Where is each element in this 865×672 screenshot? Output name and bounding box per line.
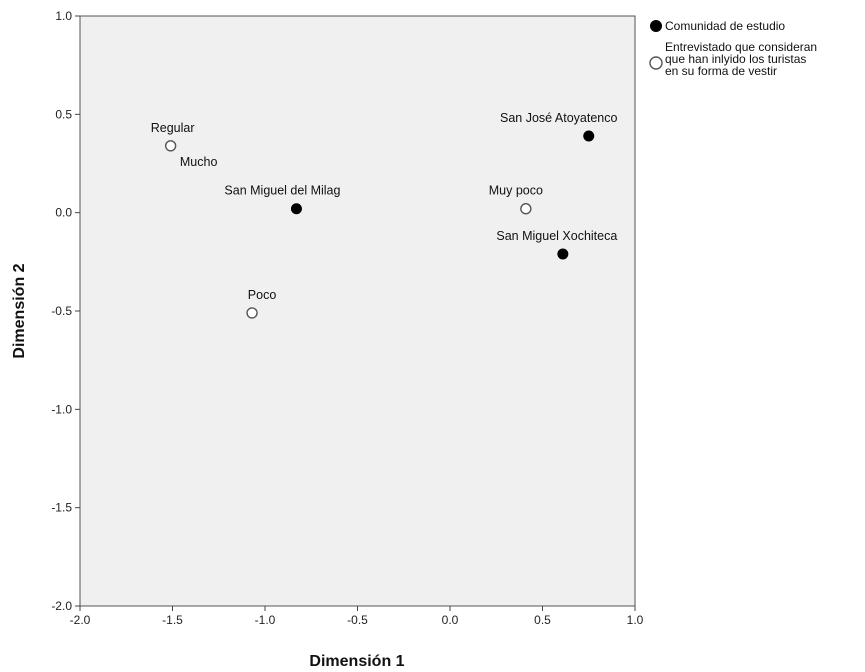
respondent-point	[246, 307, 258, 319]
y-axis: 1.0 0.5 0.0 -0.5 -1.0 -1.5 -2.0	[51, 9, 80, 613]
y-tick-label: 1.0	[55, 9, 72, 23]
x-tick-label: 0.0	[442, 613, 459, 627]
point-label: Poco	[248, 288, 277, 302]
legend-marker-filled	[650, 20, 662, 32]
legend-marker-open	[649, 56, 663, 70]
point-labels: San José Atoyatenco San Miguel del Milag S…	[151, 111, 618, 302]
legend-label-line: en su forma de vestir	[665, 64, 777, 78]
legend-label: Comunidad de estudio	[665, 19, 785, 33]
y-tick-label: 0.5	[55, 107, 72, 121]
y-tick-label: -1.5	[51, 501, 72, 515]
y-tick-label: -0.5	[51, 304, 72, 318]
x-tick-label: -1.5	[162, 613, 183, 627]
legend-label-line: Entrevistado que consideran	[665, 40, 817, 54]
point-label: San Miguel Xochiteca	[496, 229, 617, 243]
point-label: San José Atoyatenco	[500, 111, 617, 125]
x-tick-label: 0.5	[534, 613, 551, 627]
data-points	[164, 130, 595, 319]
community-point	[290, 203, 302, 215]
x-tick-label: 1.0	[627, 613, 644, 627]
x-axis-title: Dimensión 1	[309, 653, 404, 670]
legend-label-line: que han inlyido los turistas	[665, 52, 806, 66]
plot-area	[79, 15, 636, 607]
respondent-point	[520, 203, 532, 215]
community-point	[557, 248, 569, 260]
y-tick-label: -1.0	[51, 402, 72, 416]
community-point	[583, 130, 595, 142]
x-tick-label: -0.5	[347, 613, 368, 627]
y-tick-label: 0.0	[55, 206, 72, 220]
x-tick-label: -1.0	[255, 613, 276, 627]
y-tick-label: -2.0	[51, 599, 72, 613]
x-axis: -2.0 -1.5 -1.0 -0.5 0.0 0.5 1.0	[70, 606, 644, 627]
point-label: San Miguel del Milag	[224, 184, 340, 198]
y-axis-title: Dimensión 2	[11, 263, 28, 358]
point-label: Regular	[151, 121, 195, 135]
x-tick-label: -2.0	[70, 613, 91, 627]
point-label: Mucho	[180, 155, 218, 169]
respondent-point	[164, 140, 177, 152]
point-label: Muy poco	[489, 184, 543, 198]
legend: Comunidad de estudio Entrevistado que con…	[649, 19, 817, 78]
